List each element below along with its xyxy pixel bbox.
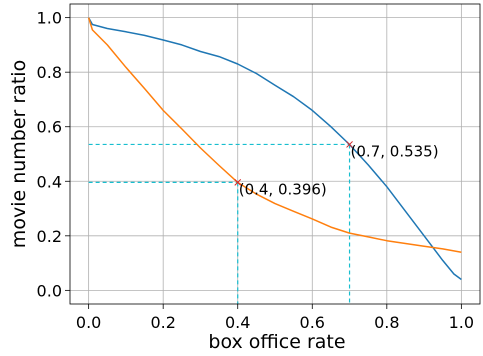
series-lines bbox=[87, 17, 462, 281]
x-tick-label: 0.8 bbox=[374, 313, 399, 332]
x-tick-label: 1.0 bbox=[449, 313, 474, 332]
x-tick-label: 0.2 bbox=[150, 313, 175, 332]
point-marker bbox=[346, 141, 353, 148]
series-line-1 bbox=[87, 17, 462, 281]
x-tick-label: 0.0 bbox=[76, 313, 101, 332]
axis-ticks: 0.0 0.2 0.4 0.6 0.8 1.0 0.0 0.2 0.4 0.6 0.8 1.0 bbox=[37, 9, 475, 332]
axes-frame bbox=[69, 3, 481, 305]
marker-stroke bbox=[234, 179, 242, 186]
y-tick-label: 0.4 bbox=[37, 172, 62, 191]
x-axis-label: box office rate bbox=[208, 331, 345, 353]
point-markers bbox=[234, 141, 353, 186]
guide-lines bbox=[88, 143, 351, 304]
marker-stroke bbox=[346, 141, 353, 148]
x-tick-label: 0.4 bbox=[225, 313, 250, 332]
x-tick-label: 0.6 bbox=[300, 313, 325, 332]
y-tick-label: 0.2 bbox=[37, 227, 62, 246]
plot-frame bbox=[69, 3, 481, 305]
y-axis-label: movie number ratio bbox=[8, 60, 30, 248]
y-tick-label: 0.0 bbox=[37, 281, 62, 300]
y-tick-label: 1.0 bbox=[37, 9, 62, 28]
point-annotation: (0.7, 0.535) bbox=[351, 142, 439, 160]
y-tick-label: 0.8 bbox=[37, 63, 62, 82]
grid bbox=[70, 4, 480, 304]
point-marker bbox=[234, 179, 242, 186]
annotations: (0.4, 0.396) (0.7, 0.535) bbox=[239, 142, 439, 198]
y-tick-label: 0.6 bbox=[37, 118, 62, 137]
series-line-2 bbox=[87, 17, 462, 253]
point-annotation: (0.4, 0.396) bbox=[239, 180, 327, 198]
